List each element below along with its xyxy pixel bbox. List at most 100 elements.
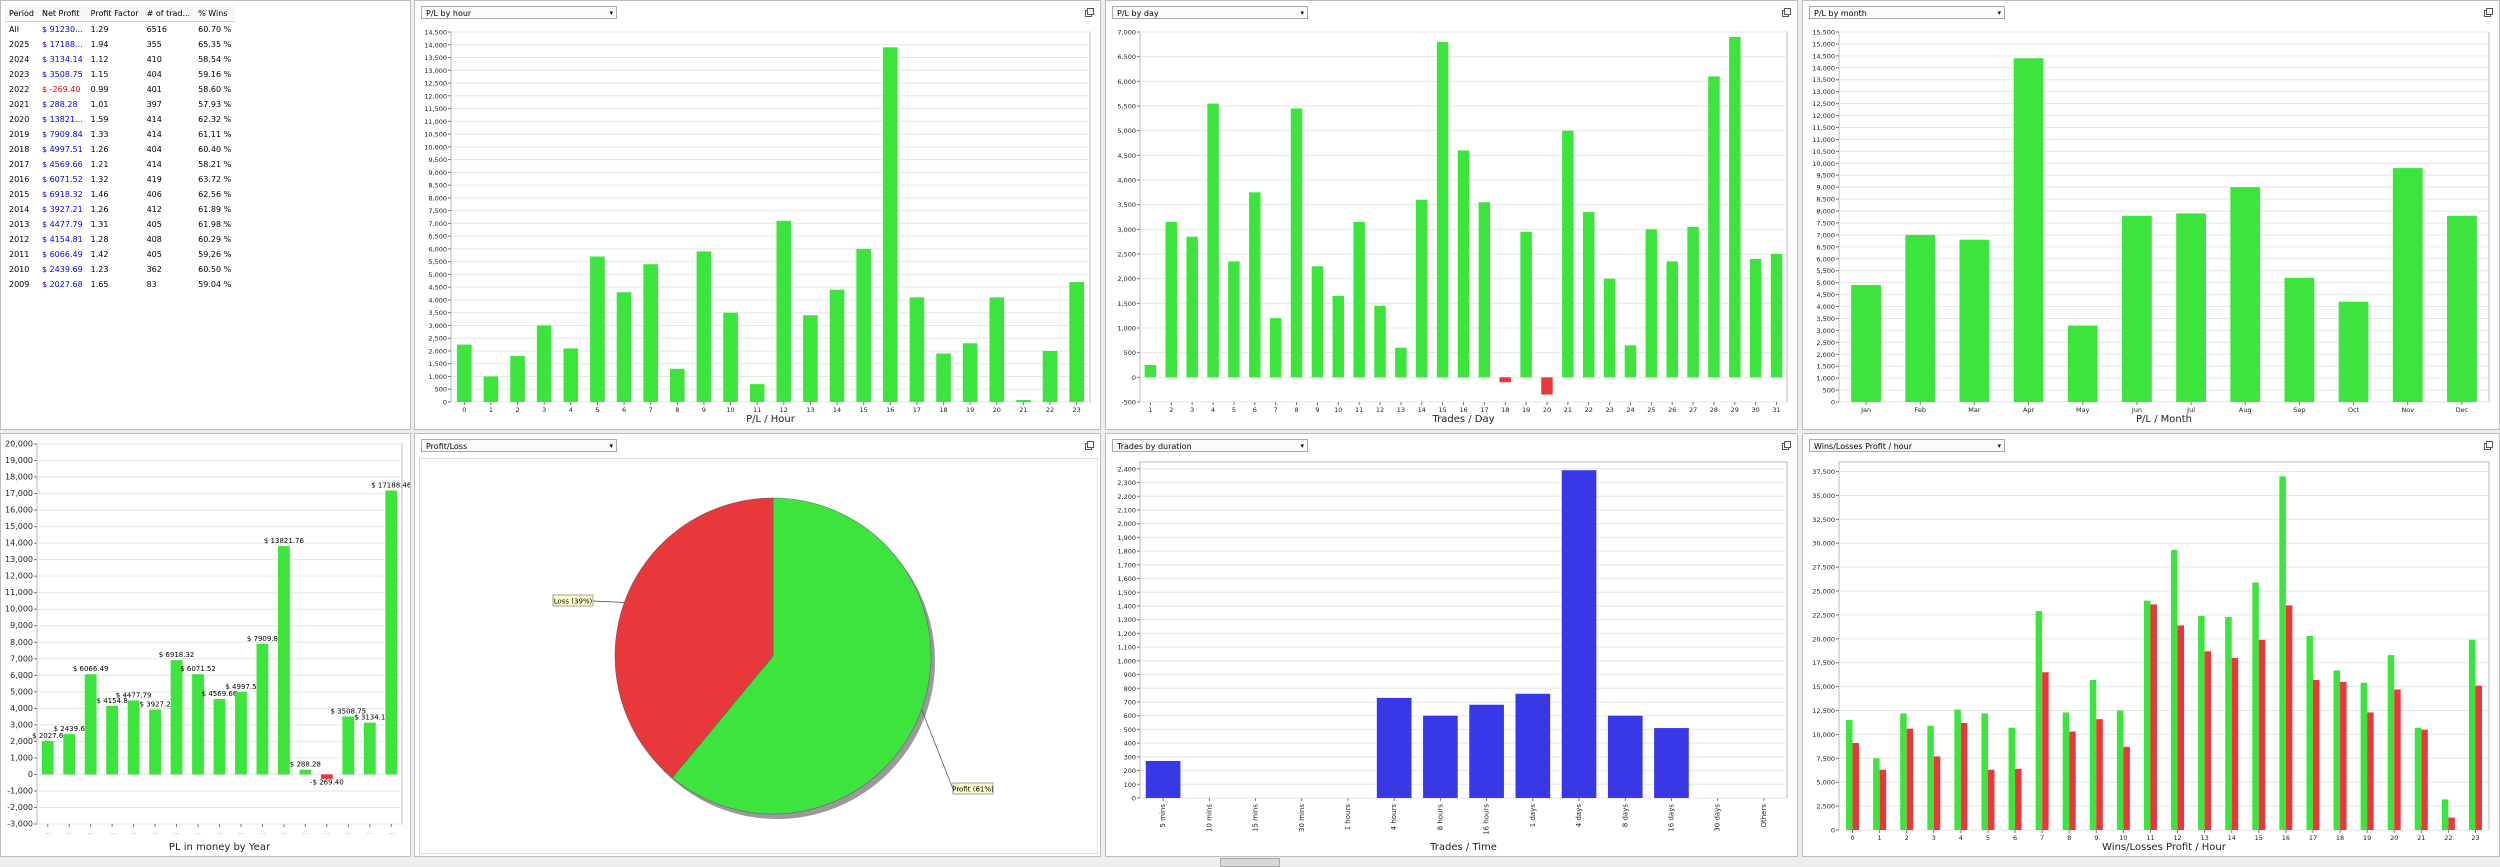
bar-wins [1846, 720, 1853, 830]
table-row[interactable]: 2018 $ 4997.51 1.26 404 60.40 % [5, 142, 235, 157]
maximize-icon[interactable] [2484, 8, 2493, 17]
bar [1416, 199, 1428, 378]
table-cell: 57.93 % [198, 100, 232, 109]
bar-losses [2394, 689, 2401, 830]
table-cell: $ 3508.75 [41, 70, 83, 79]
bar [1708, 76, 1720, 378]
table-row[interactable]: 2020 $ 13821... 1.59 414 62.32 % [5, 112, 235, 127]
x-tick-label: 18 [2336, 834, 2344, 842]
y-tick-label: 4,500 [1117, 152, 1136, 160]
bar [723, 312, 738, 402]
table-cell: $ 91230... [41, 25, 83, 34]
column-header[interactable]: Period [5, 6, 38, 22]
maximize-icon[interactable] [2484, 441, 2493, 450]
column-header[interactable]: Net Profit [37, 6, 87, 22]
bar [1515, 693, 1551, 798]
chart-type-select-day[interactable]: P/L by day ▾ [1112, 6, 1308, 19]
column-header[interactable]: # of trad... [142, 6, 195, 22]
bar [106, 705, 119, 775]
y-tick-label: 14,500 [1812, 52, 1835, 60]
maximize-icon[interactable] [1782, 441, 1791, 450]
y-tick-label: 12,500 [424, 80, 447, 88]
chart-type-select-month[interactable]: P/L by month ▾ [1809, 6, 2005, 19]
x-tick-label: Aug [2239, 406, 2252, 414]
table-cell: $ 2439.69 [41, 265, 83, 274]
y-tick-label: 13,500 [1812, 76, 1835, 84]
table-row[interactable]: 2016 $ 6071.52 1.32 419 63.72 % [5, 172, 235, 187]
chart-type-select-hour[interactable]: P/L by hour ▾ [421, 6, 617, 19]
bar [342, 716, 355, 775]
table-row[interactable]: 2019 $ 7909.84 1.33 414 61.11 % [5, 127, 235, 142]
x-tick-label: 16 [886, 406, 894, 414]
table-row[interactable]: All $ 91230... 1.29 6516 60.70 % [5, 22, 235, 38]
x-tick-label: Jun [2131, 406, 2142, 414]
x-tick-label: 22 [1585, 406, 1593, 414]
chart-type-label: P/L by month [1814, 9, 1867, 18]
table-row[interactable]: 2010 $ 2439.69 1.23 362 60.50 % [5, 262, 235, 277]
stats-panel: Period Net Profit Profit Factor # of trad..… [0, 0, 411, 430]
table-cell: 412 [146, 205, 162, 214]
table-cell: 401 [146, 85, 162, 94]
table-row[interactable]: 2014 $ 3927.21 1.26 412 61.89 % [5, 202, 235, 217]
x-tick-label: 2 [1169, 406, 1173, 414]
bar-wins [2252, 582, 2259, 830]
table-row[interactable]: 2011 $ 6066.49 1.42 405 59.26 % [5, 247, 235, 262]
table-row[interactable]: 2023 $ 3508.75 1.15 404 59.16 % [5, 67, 235, 82]
bar [320, 774, 333, 779]
x-tick-label: 14 [833, 406, 841, 414]
chart-type-select-profitloss[interactable]: Profit/Loss ▾ [421, 439, 617, 452]
x-tick-label: 2 [515, 406, 519, 414]
y-tick-label: 4,000 [1117, 177, 1136, 185]
x-tick-label: 12 [780, 406, 788, 414]
table-row[interactable]: 2024 $ 3134.14 1.12 410 58.54 % [5, 52, 235, 67]
table-row[interactable]: 2013 $ 4477.79 1.31 405 61.98 % [5, 217, 235, 232]
x-tick-label: 23 [2471, 834, 2479, 842]
bar [1290, 108, 1303, 378]
x-tick-label: 21 [1564, 406, 1572, 414]
column-header[interactable]: Profit Factor [86, 6, 143, 22]
bar-wins [2198, 615, 2205, 830]
bar [616, 292, 632, 402]
table-cell: $ 13821... [41, 115, 83, 124]
pie-slice [614, 497, 774, 779]
x-tick-label: 18 [939, 406, 947, 414]
table-cell: 62.56 % [198, 190, 232, 199]
x-tick-label: ... [303, 829, 309, 836]
table-row[interactable]: 2017 $ 4569.66 1.21 414 58.21 % [5, 157, 235, 172]
table-row[interactable]: 2012 $ 4154.81 1.28 408 60.29 % [5, 232, 235, 247]
bar [1311, 266, 1324, 378]
table-cell: 1.31 [90, 220, 109, 229]
x-tick-label: ... [388, 829, 394, 836]
chart-type-select-winloss[interactable]: Wins/Losses Profit / hour ▾ [1809, 439, 2005, 452]
maximize-icon[interactable] [1782, 8, 1791, 17]
table-cell: All [9, 25, 19, 34]
bar-losses [2312, 679, 2320, 830]
table-row[interactable]: 2021 $ 288.28 1.01 397 57.93 % [5, 97, 235, 112]
bar [1457, 150, 1470, 378]
maximize-icon[interactable] [1085, 8, 1094, 17]
bar-losses [2069, 731, 2076, 830]
table-cell: $ -269.40 [41, 85, 81, 94]
table-row[interactable]: 2022 $ -269.40 0.99 401 58.60 % [5, 82, 235, 97]
x-tick-label: 8 days [1621, 804, 1629, 828]
y-tick-label: 500 [435, 386, 447, 394]
table-cell: 2012 [9, 235, 30, 244]
y-tick-label: 35,000 [1812, 492, 1835, 500]
x-tick-label: 8 [2067, 834, 2071, 842]
x-tick-label: Apr [2023, 406, 2035, 414]
table-cell: 6516 [146, 25, 167, 34]
y-tick-label: 1,000 [428, 373, 447, 381]
table-row[interactable]: 2015 $ 6918.32 1.46 406 62.56 % [5, 187, 235, 202]
table-row[interactable]: 2025 $ 17188... 1.94 355 65.35 % [5, 37, 235, 52]
column-header[interactable]: % Wins [194, 6, 236, 22]
data-label: $ 4154.8 [97, 697, 128, 705]
splitter-handle[interactable] [1220, 858, 1280, 867]
y-tick-label: 0 [1831, 827, 1835, 835]
bar [1624, 345, 1637, 378]
y-tick-label: 10,000 [1812, 160, 1835, 168]
maximize-icon[interactable] [1085, 441, 1094, 450]
chart-type-select-duration[interactable]: Trades by duration ▾ [1112, 439, 1308, 452]
pie-leader-line [921, 709, 954, 790]
x-tick-label: ... [260, 829, 266, 836]
table-row[interactable]: 2009 $ 2027.68 1.65 83 59.04 % [5, 277, 235, 292]
